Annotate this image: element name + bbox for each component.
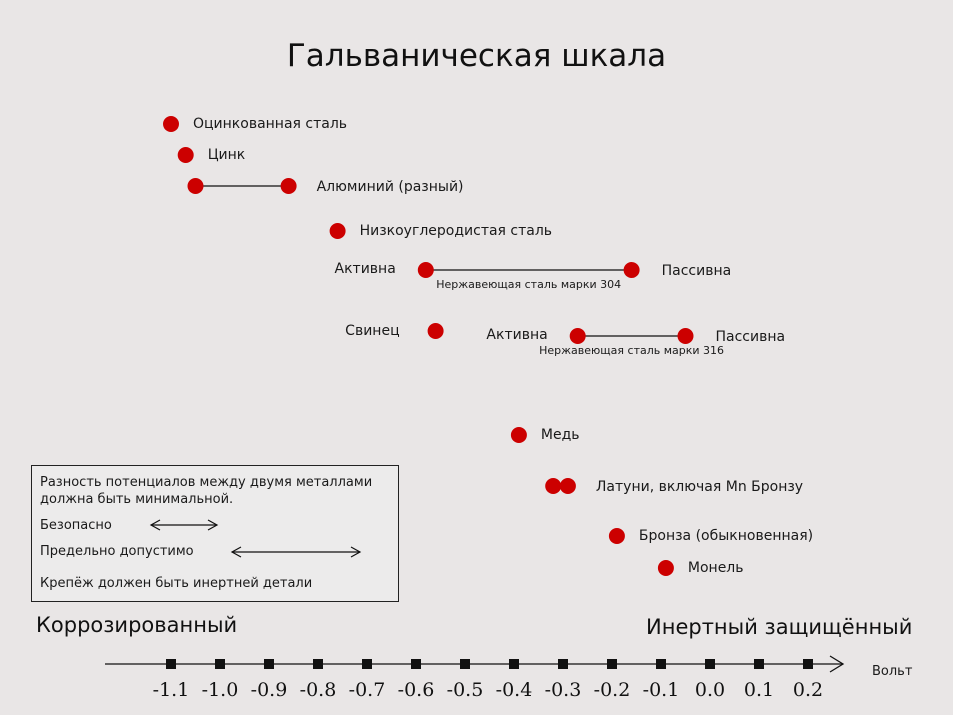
legend-limit-arrow-head-right bbox=[350, 546, 362, 558]
axis-tick-mark-2 bbox=[264, 659, 274, 669]
material-10-label: Монель bbox=[688, 560, 744, 576]
axis-tick-label-7: -0.4 bbox=[496, 679, 533, 701]
material-4-active-label: Активна bbox=[335, 261, 396, 277]
material-1-label: Цинк bbox=[208, 147, 246, 163]
material-4-dot-active bbox=[417, 262, 434, 278]
chart-title: Гальваническая шкала bbox=[286, 38, 667, 74]
axis-tick-label-3: -0.8 bbox=[300, 679, 337, 701]
material-7-dot bbox=[510, 427, 527, 443]
material-8-label: Латуни, включая Mn Бронзу bbox=[596, 479, 803, 495]
material-9-label: Бронза (обыкновенная) bbox=[639, 528, 813, 544]
axis-tick-mark-1 bbox=[215, 659, 225, 669]
material-0-dot bbox=[163, 116, 179, 132]
material-6-dot-active bbox=[569, 328, 586, 344]
axis-tick-label-9: -0.2 bbox=[594, 679, 631, 701]
material-6-active-label: Активна bbox=[486, 327, 547, 343]
axis-tick-label-12: 0.1 bbox=[744, 679, 774, 701]
legend-safe-label: Безопасно bbox=[40, 518, 112, 533]
axis-tick-label-11: 0.0 bbox=[695, 679, 725, 701]
axis-tick-mark-12 bbox=[754, 659, 764, 669]
material-5-dot bbox=[427, 323, 444, 339]
material-2-dot-low bbox=[187, 178, 204, 194]
axis-tick-mark-3 bbox=[313, 659, 323, 669]
axis-tick-mark-9 bbox=[607, 659, 617, 669]
material-10-dot bbox=[657, 560, 674, 576]
axis-tick-mark-10 bbox=[656, 659, 666, 669]
material-6-label: Нержавеющая сталь марки 316 bbox=[539, 344, 724, 357]
material-6-passive-label: Пассивна bbox=[716, 329, 786, 345]
legend-limit-arrow-head-left bbox=[230, 546, 242, 558]
axis-right-label: Инертный защищённый bbox=[646, 615, 913, 639]
axis-tick-mark-7 bbox=[509, 659, 519, 669]
material-0-label: Оцинкованная сталь bbox=[193, 116, 347, 132]
axis-tick-mark-5 bbox=[411, 659, 421, 669]
legend-limit-label: Предельно допустимо bbox=[40, 544, 194, 559]
material-4-label: Нержавеющая сталь марки 304 bbox=[436, 278, 621, 291]
material-4-passive-label: Пассивна bbox=[662, 263, 732, 279]
axis-tick-label-4: -0.7 bbox=[349, 679, 386, 701]
axis-tick-label-6: -0.5 bbox=[447, 679, 484, 701]
legend-safe-arrow-head-left bbox=[149, 519, 161, 531]
material-8-dot-high bbox=[559, 478, 576, 494]
material-2-dot-high bbox=[280, 178, 297, 194]
material-7-label: Медь bbox=[541, 427, 580, 443]
legend-box: Разность потенциалов между двумя металла… bbox=[31, 465, 399, 602]
material-6-dot-passive bbox=[677, 328, 694, 344]
axis-tick-mark-0 bbox=[166, 659, 176, 669]
axis-tick-label-2: -0.9 bbox=[251, 679, 288, 701]
legend-safe-arrow-head-right bbox=[207, 519, 219, 531]
axis-tick-mark-4 bbox=[362, 659, 372, 669]
axis-tick-label-13: 0.2 bbox=[793, 679, 823, 701]
axis-tick-label-5: -0.6 bbox=[398, 679, 435, 701]
axis-left-label: Коррозированный bbox=[36, 613, 238, 637]
axis-tick-mark-13 bbox=[803, 659, 813, 669]
voltage-axis-arrowhead bbox=[829, 655, 845, 673]
legend-fastener-label: Крепёж должен быть инертней детали bbox=[40, 576, 313, 591]
axis-tick-label-8: -0.3 bbox=[545, 679, 582, 701]
axis-tick-label-10: -0.1 bbox=[643, 679, 680, 701]
axis-tick-label-1: -1.0 bbox=[202, 679, 239, 701]
material-3-label: Низкоуглеродистая сталь bbox=[360, 223, 552, 239]
legend-note: Разность потенциалов между двумя металла… bbox=[40, 475, 373, 507]
material-2-label: Алюминий (разный) bbox=[317, 179, 464, 195]
material-4-dot-passive bbox=[623, 262, 640, 278]
material-3-dot bbox=[329, 223, 346, 239]
axis-tick-mark-8 bbox=[558, 659, 568, 669]
material-5-label: Свинец bbox=[345, 323, 399, 339]
axis-tick-mark-11 bbox=[705, 659, 715, 669]
material-1-dot bbox=[177, 147, 194, 163]
axis-tick-label-0: -1.1 bbox=[153, 679, 190, 701]
axis-tick-mark-6 bbox=[460, 659, 470, 669]
axis-unit-label: Вольт bbox=[872, 664, 913, 679]
material-9-dot bbox=[608, 528, 625, 544]
material-8-dot-low bbox=[545, 478, 562, 494]
